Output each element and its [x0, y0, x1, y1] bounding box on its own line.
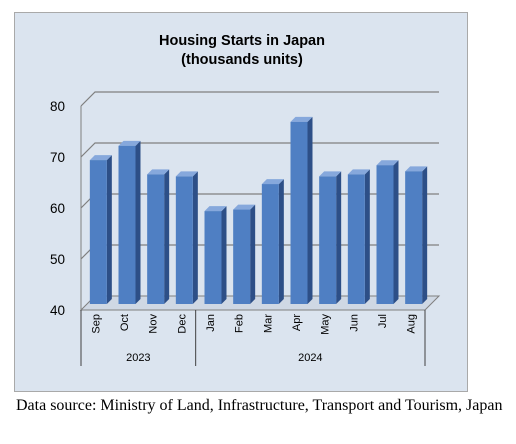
bars [89, 116, 428, 304]
bar [261, 179, 284, 304]
bar-front [261, 184, 279, 304]
bar-top [261, 179, 284, 185]
y-tick-label: 80 [50, 99, 65, 114]
x-tick-label: Jan [205, 314, 217, 332]
bar-side [135, 140, 141, 304]
gridline [80, 91, 439, 107]
bar [89, 155, 112, 304]
bar-top [290, 116, 313, 122]
year-group-label: 2024 [298, 352, 322, 364]
bar-side [393, 160, 399, 304]
housing-starts-chart: Housing Starts in Japan (thousands units)… [50, 33, 441, 366]
x-tick-label: Sep [90, 314, 102, 334]
bar-side [250, 204, 256, 304]
bar-front [347, 174, 365, 304]
y-axis: 40 50 60 70 80 [50, 99, 82, 318]
bar [118, 140, 141, 304]
bar-top [347, 169, 370, 175]
y-tick-label: 50 [50, 252, 65, 267]
x-tick-label: Feb [234, 314, 246, 333]
bar-front [233, 209, 251, 304]
chart-title: Housing Starts in Japan (thousands units) [159, 33, 325, 68]
bar-front [175, 176, 193, 304]
bar-front [89, 160, 107, 304]
bar-side [164, 169, 170, 304]
bar-top [147, 169, 170, 175]
x-tick-label: Aug [406, 314, 418, 334]
bar-front [405, 171, 423, 304]
bar-top [204, 206, 227, 212]
x-tick-label: Dec [176, 314, 188, 334]
bar-front [204, 211, 222, 304]
bar-side [307, 116, 313, 304]
y-tick-label: 40 [50, 303, 65, 318]
bar [147, 169, 170, 304]
x-tick-label: Mar [262, 314, 274, 333]
bar-side [106, 155, 112, 304]
bar [233, 204, 256, 304]
source-note: Data source: Ministry of Land, Infrastru… [16, 397, 503, 414]
bar-side [336, 171, 342, 304]
bar-front [118, 145, 136, 304]
chart-title-line: (thousands units) [181, 52, 303, 68]
bar-side [192, 171, 198, 304]
year-group-label: 2023 [126, 352, 150, 364]
bar-top [175, 171, 198, 177]
bar-side [221, 206, 227, 304]
y-tick-label: 60 [50, 201, 65, 216]
bar-side [364, 169, 370, 304]
bar-front [376, 165, 394, 304]
bar-top [233, 204, 256, 210]
bar-side [278, 179, 284, 304]
bar-front [147, 174, 165, 304]
bar [405, 166, 428, 304]
bar-top [319, 171, 342, 177]
x-axis: Sep Oct Nov Dec Jan Feb Mar Apr May Jun Jul Aug 2023… [80, 310, 426, 366]
bar-top [405, 166, 428, 172]
bar-side [422, 166, 428, 304]
bar [347, 169, 370, 304]
bar [319, 171, 342, 304]
x-tick-label: Oct [119, 314, 131, 331]
bar [204, 206, 227, 304]
bar-top [89, 155, 112, 161]
bar [376, 160, 399, 304]
chart-title-line: Housing Starts in Japan [159, 33, 325, 49]
gridline [80, 142, 439, 158]
x-tick-label: Apr [291, 314, 303, 331]
bar-front [290, 121, 308, 304]
bar-top [118, 140, 141, 146]
bar [175, 171, 198, 304]
x-tick-label: Jul [377, 314, 389, 328]
x-tick-label: Jun [348, 314, 360, 332]
bar-top [376, 160, 399, 166]
bar-front [319, 176, 337, 304]
x-tick-label: Nov [148, 314, 160, 334]
bar [290, 116, 313, 304]
chart-frame: Housing Starts in Japan (thousands units)… [14, 12, 468, 392]
y-tick-label: 70 [50, 150, 65, 165]
x-tick-label: May [320, 314, 332, 335]
